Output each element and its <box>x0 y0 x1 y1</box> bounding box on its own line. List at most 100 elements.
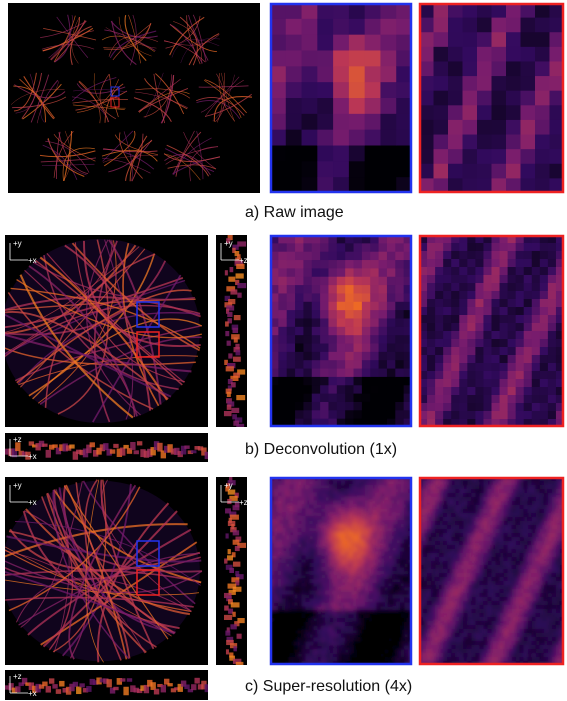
zoom-pixel <box>492 537 497 542</box>
strip-blob <box>231 602 240 607</box>
zoom-pixel <box>524 605 529 610</box>
zoom-pixel <box>361 548 365 552</box>
zoom-pixel <box>500 299 509 308</box>
zoom-pixel <box>349 610 353 614</box>
zoom-pixel <box>544 557 549 562</box>
zoom-pixel <box>369 626 373 630</box>
zoom-pixel <box>294 618 298 622</box>
zoom-pixel <box>333 114 349 130</box>
zoom-pixel <box>337 352 346 361</box>
zoom-pixel <box>524 363 533 372</box>
zoom-pixel <box>448 135 463 150</box>
zoom-pixel <box>508 485 513 490</box>
zoom-pixel <box>475 355 484 364</box>
zoom-pixel <box>400 571 404 575</box>
zoom-pixel <box>294 587 298 591</box>
zoom-pixel <box>500 605 505 610</box>
zoom-pixel <box>400 489 404 493</box>
zoom-pixel <box>475 553 480 558</box>
zoom-pixel <box>483 525 488 530</box>
zoom-pixel <box>313 528 317 532</box>
zoom-pixel <box>540 283 549 292</box>
zoom-pixel <box>492 529 497 534</box>
zoom-pixel <box>459 629 464 634</box>
zoom-content <box>270 477 413 666</box>
zoom-pixel <box>528 605 533 610</box>
zoom-pixel <box>439 625 444 630</box>
zoom-pixel <box>532 525 537 530</box>
zoom-pixel <box>540 493 545 498</box>
zoom-pixel <box>392 540 396 544</box>
zoom-pixel <box>380 653 384 657</box>
zoom-pixel <box>313 575 317 579</box>
zoom-pixel <box>532 513 537 518</box>
zoom-pixel <box>333 98 349 114</box>
zoom-pixel <box>443 545 448 550</box>
zoom-pixel <box>341 563 345 567</box>
zoom-pixel <box>475 371 484 380</box>
zoom-pixel <box>345 310 354 319</box>
zoom-pixel <box>328 344 337 353</box>
zoom-pixel <box>400 657 404 661</box>
zoom-pixel <box>447 633 452 638</box>
zoom-pixel <box>487 557 492 562</box>
zoom-pixel <box>463 135 478 150</box>
zoom-pixel <box>435 645 440 650</box>
zoom-pixel <box>431 637 436 642</box>
zoom-pixel <box>317 559 321 563</box>
zoom-pixel <box>439 521 444 526</box>
zoom-pixel <box>345 657 349 661</box>
zoom-pixel <box>337 567 341 571</box>
zoom-pixel <box>431 621 436 626</box>
zoom-pixel <box>337 485 341 489</box>
zoom-pixels <box>419 477 565 666</box>
zoom-pixel <box>282 481 286 485</box>
zoom-pixel <box>370 285 379 294</box>
zoom-pixel <box>404 649 408 653</box>
zoom-pixel <box>306 618 310 622</box>
zoom-pixel <box>274 630 278 634</box>
zoom-pixel <box>373 595 377 599</box>
zoom-pixel <box>492 259 501 268</box>
zoom-pixel <box>388 634 392 638</box>
zoom-pixel <box>333 571 337 575</box>
zoom-pixel <box>337 268 346 277</box>
zoom-pixel <box>365 653 369 657</box>
zoom-pixel <box>500 339 509 348</box>
zoom-pixel <box>345 622 349 626</box>
zoom-pixel <box>313 551 317 555</box>
zoom-pixel <box>443 355 452 364</box>
zoom-pixel <box>362 344 371 353</box>
zoom-pixel <box>451 557 456 562</box>
zoom-pixel <box>369 575 373 579</box>
zoom-pixel <box>341 501 345 505</box>
zoom-pixel <box>290 598 294 602</box>
zoom-pixel <box>345 567 349 571</box>
zoom-pixel <box>278 591 282 595</box>
zoom-pixel <box>447 617 452 622</box>
zoom-pixel <box>282 626 286 630</box>
zoom-pixel <box>500 601 505 606</box>
zoom-pixel <box>384 571 388 575</box>
zoom-pixel <box>492 653 497 658</box>
zoom-pixel <box>536 565 541 570</box>
zoom-pixel <box>540 291 549 300</box>
zoom-pixel <box>496 481 501 486</box>
zoom-pixel <box>387 410 396 419</box>
zoom-pixel <box>516 339 525 348</box>
zoom-pixel <box>540 497 545 502</box>
zoom-pixel <box>278 532 282 536</box>
zoom-pixel <box>337 555 341 559</box>
zoom-pixel <box>328 318 337 327</box>
zoom-pixel <box>532 481 537 486</box>
zoom-pixel <box>384 555 388 559</box>
zoom-pixel <box>483 243 492 252</box>
zoom-pixel <box>380 524 384 528</box>
zoom-pixel <box>321 610 325 614</box>
zoom-pixel <box>427 485 432 490</box>
zoom-pixel <box>451 497 456 502</box>
zoom-pixel <box>395 385 404 394</box>
zoom-pixel <box>349 614 353 618</box>
zoom-pixel <box>524 557 529 562</box>
zoom-pixel <box>298 638 302 642</box>
